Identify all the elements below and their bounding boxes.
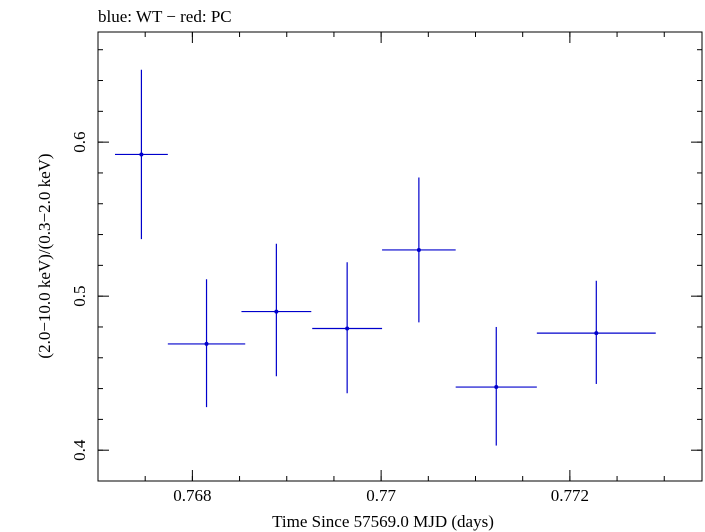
data-point (345, 326, 350, 331)
y-tick-label: 0.5 (70, 286, 89, 307)
data-point (204, 341, 209, 346)
data-point (139, 152, 144, 157)
x-ticks: 0.768 0.77 0.772 (97, 32, 665, 505)
y-tick-label: 0.6 (70, 132, 89, 153)
data-point (274, 309, 279, 314)
plot-frame (97, 31, 703, 482)
data-point (416, 247, 421, 252)
x-tick-label: 0.77 (366, 486, 396, 505)
x-axis-label: Time Since 57569.0 MJD (days) (272, 512, 494, 531)
data-point (594, 331, 599, 336)
data-points (114, 69, 656, 446)
chart-title: blue: WT − red: PC (98, 7, 232, 26)
y-ticks: 0.4 0.5 0.6 (70, 49, 702, 482)
x-tick-label: 0.772 (551, 486, 589, 505)
y-axis-label: (2.0−10.0 keV)/(0.3−2.0 keV) (35, 153, 54, 358)
y-tick-label: 0.4 (70, 439, 89, 461)
x-tick-label: 0.768 (173, 486, 211, 505)
data-point (494, 385, 499, 390)
